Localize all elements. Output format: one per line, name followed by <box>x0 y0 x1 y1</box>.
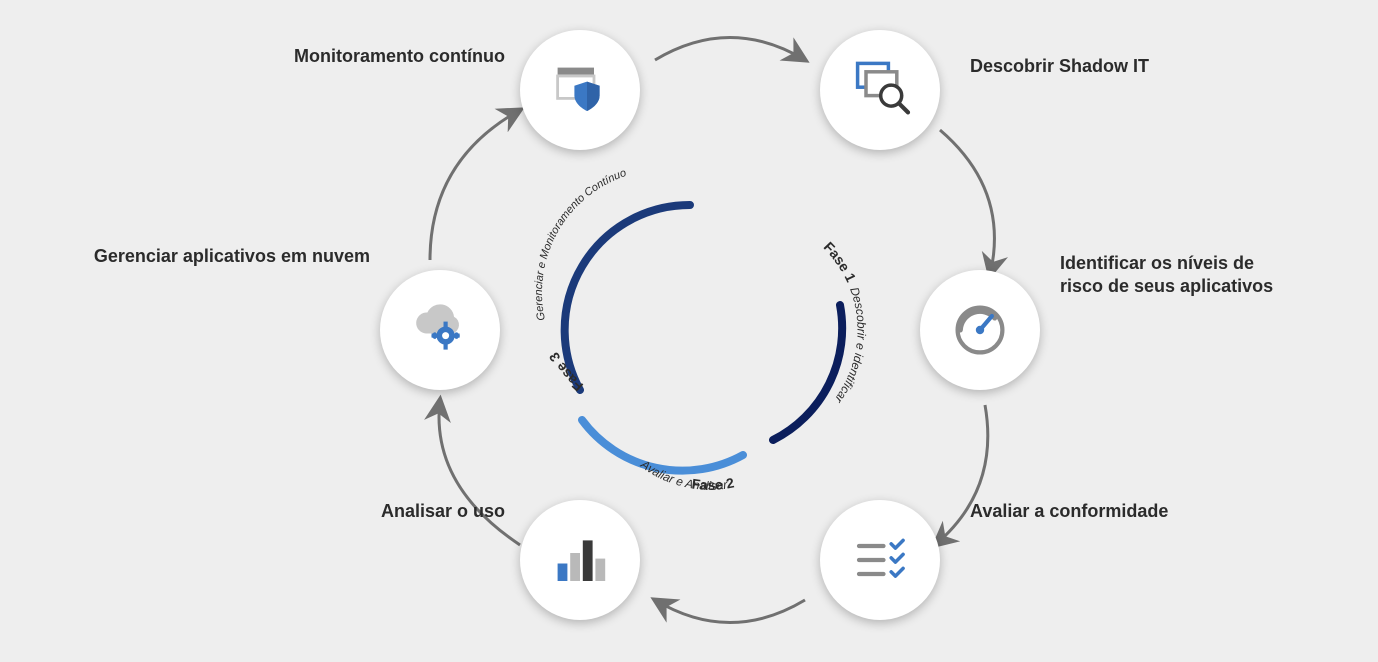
phase-2-sub: Avaliar e Analisar <box>637 457 729 493</box>
checklist-icon <box>845 525 915 595</box>
phase-ring <box>565 205 843 471</box>
node-risk <box>920 270 1040 390</box>
diagram-stage: Fase 1 Descobrir e identificar Avaliar e… <box>0 0 1378 662</box>
label-usage: Analisar o uso <box>340 500 505 523</box>
svg-text:Descobrir e identificar: Descobrir e identificar <box>831 285 868 406</box>
node-monitor <box>520 30 640 150</box>
gauge-icon <box>945 295 1015 365</box>
node-compliance <box>820 500 940 620</box>
phase-1-title: Fase 1 <box>821 239 860 285</box>
svg-text:Fase 1: Fase 1 <box>821 239 860 285</box>
phase-labels: Fase 1 Descobrir e identificar Avaliar e… <box>533 167 869 493</box>
svg-text:Fase 3: Fase 3 <box>546 350 587 395</box>
label-discover: Descobrir Shadow IT <box>970 55 1230 78</box>
cloudgear-icon <box>405 295 475 365</box>
svg-text:Fase 2: Fase 2 <box>691 474 736 492</box>
shield-icon <box>545 55 615 125</box>
phase-3-title: Fase 3 <box>546 350 587 395</box>
label-risk: Identificar os níveis de risco de seus a… <box>1060 252 1280 297</box>
label-compliance: Avaliar a conformidade <box>970 500 1230 523</box>
cycle-overlay: Fase 1 Descobrir e identificar Avaliar e… <box>0 0 1378 662</box>
bars-icon <box>545 525 615 595</box>
label-manage: Gerenciar aplicativos em nuvem <box>90 245 370 268</box>
phase-2-title: Fase 2 <box>691 474 736 492</box>
node-discover <box>820 30 940 150</box>
node-usage <box>520 500 640 620</box>
label-monitor: Monitoramento contínuo <box>240 45 505 68</box>
svg-text:Gerenciar e Monitoramento Cont: Gerenciar e Monitoramento Contínuo <box>533 167 628 322</box>
discover-icon <box>845 55 915 125</box>
phase-1-sub: Descobrir e identificar <box>831 285 868 406</box>
node-manage <box>380 270 500 390</box>
svg-text:Avaliar e Analisar: Avaliar e Analisar <box>637 457 729 493</box>
phase-3-sub: Gerenciar e Monitoramento Contínuo <box>533 167 628 322</box>
